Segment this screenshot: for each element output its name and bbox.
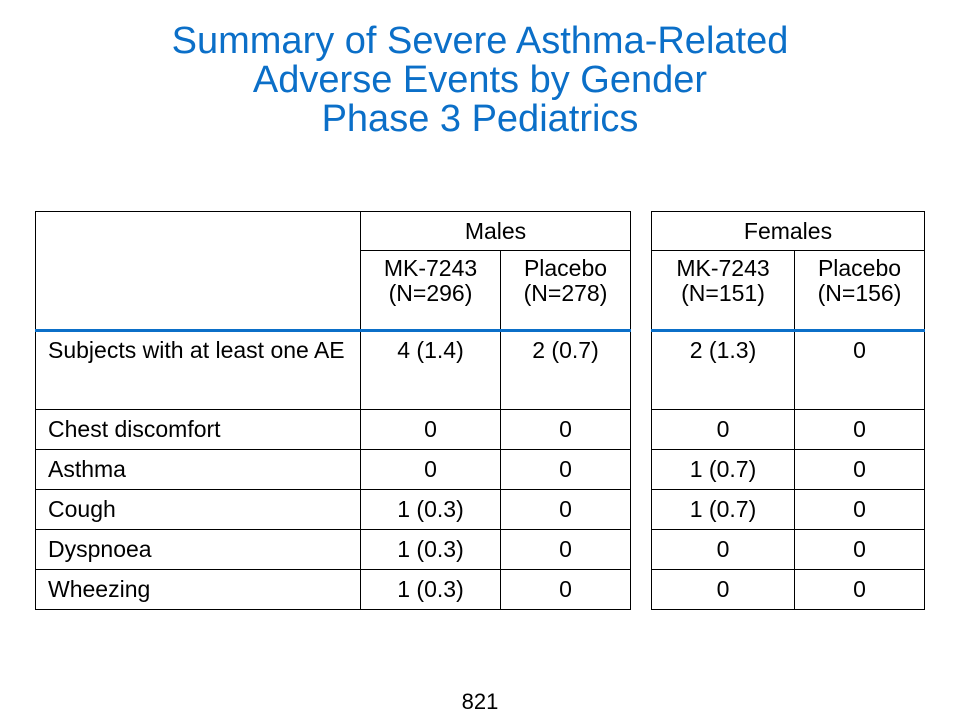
group-header-males: Males <box>360 211 631 251</box>
column-header-row: MK-7243 (N=296) Placebo (N=278) MK-7243 … <box>36 250 925 332</box>
table-cell: 0 <box>794 409 925 450</box>
table-cell: 1 (0.3) <box>360 569 501 610</box>
column-header: MK-7243 (N=151) <box>651 250 795 332</box>
header-blank-cell <box>35 211 361 332</box>
table-cell: 1 (0.3) <box>360 489 501 530</box>
table-cell: 2 (1.3) <box>651 330 795 410</box>
adverse-events-table: Males Females MK-7243 (N=296) Placebo (N… <box>35 211 925 610</box>
table-cell: 0 <box>500 569 631 610</box>
table-cell: 0 <box>651 569 795 610</box>
group-header-row: Males Females <box>35 211 925 332</box>
table-cell: 0 <box>500 449 631 490</box>
column-header: MK-7243 (N=296) <box>360 250 501 332</box>
title-line-3: Phase 3 Pediatrics <box>321 98 639 140</box>
column-n: (N=278) <box>523 280 608 306</box>
column-n: (N=296) <box>388 280 473 306</box>
title-line-2: Adverse Events by Gender <box>252 59 708 101</box>
row-label: Wheezing <box>35 569 361 610</box>
table-cell: 0 <box>794 330 925 410</box>
row-label: Cough <box>35 489 361 530</box>
column-header: Placebo (N=156) <box>794 250 925 332</box>
row-label: Dyspnoea <box>35 529 361 570</box>
table-cell: 0 <box>651 529 795 570</box>
table-cell: 1 (0.3) <box>360 529 501 570</box>
column-drug: Placebo <box>523 255 608 281</box>
table-cell: 0 <box>794 489 925 530</box>
table-cell: 0 <box>794 569 925 610</box>
column-n: (N=156) <box>817 280 902 306</box>
title-line-1: Summary of Severe Asthma-Related <box>171 20 789 62</box>
table-cell: 0 <box>500 489 631 530</box>
table-cell: 2 (0.7) <box>500 330 631 410</box>
table-cell: 0 <box>360 409 501 450</box>
table-cell: 0 <box>794 529 925 570</box>
column-n: (N=151) <box>681 280 765 306</box>
row-label: Subjects with at least one AE <box>35 330 361 410</box>
table-cell: 0 <box>651 409 795 450</box>
table-row: Cough 1 (0.3) 0 1 (0.7) 0 <box>35 489 925 530</box>
table-row: Subjects with at least one AE 4 (1.4) 2 … <box>35 330 925 410</box>
table-cell: 1 (0.7) <box>651 489 795 530</box>
table-cell: 0 <box>500 409 631 450</box>
slide-title: Summary of Severe Asthma-Related Adverse… <box>0 22 960 139</box>
row-label: Chest discomfort <box>35 409 361 450</box>
page-number: 821 <box>461 689 499 714</box>
table-row: Wheezing 1 (0.3) 0 0 0 <box>35 569 925 610</box>
row-label: Asthma <box>35 449 361 490</box>
table-cell: 0 <box>500 529 631 570</box>
table-row: Asthma 0 0 1 (0.7) 0 <box>35 449 925 490</box>
table-row: Chest discomfort 0 0 0 0 <box>35 409 925 450</box>
column-drug: Placebo <box>817 255 902 281</box>
column-header: Placebo (N=278) <box>500 250 631 332</box>
table-cell: 4 (1.4) <box>360 330 501 410</box>
table-row: Dyspnoea 1 (0.3) 0 0 0 <box>35 529 925 570</box>
column-drug: MK-7243 <box>676 255 770 281</box>
table-cell: 1 (0.7) <box>651 449 795 490</box>
table-cell: 0 <box>794 449 925 490</box>
group-header-females: Females <box>651 211 925 251</box>
table-cell: 0 <box>360 449 501 490</box>
column-drug: MK-7243 <box>383 255 478 281</box>
